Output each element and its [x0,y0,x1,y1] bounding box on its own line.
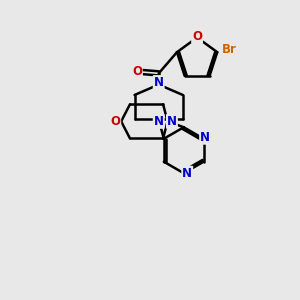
Text: N: N [200,131,210,144]
Text: N: N [182,167,192,180]
Text: O: O [192,29,202,43]
Text: O: O [132,65,142,78]
Text: O: O [110,115,120,128]
Text: Br: Br [222,43,237,56]
Text: N: N [154,115,164,128]
Text: N: N [167,115,177,128]
Text: N: N [154,76,164,89]
